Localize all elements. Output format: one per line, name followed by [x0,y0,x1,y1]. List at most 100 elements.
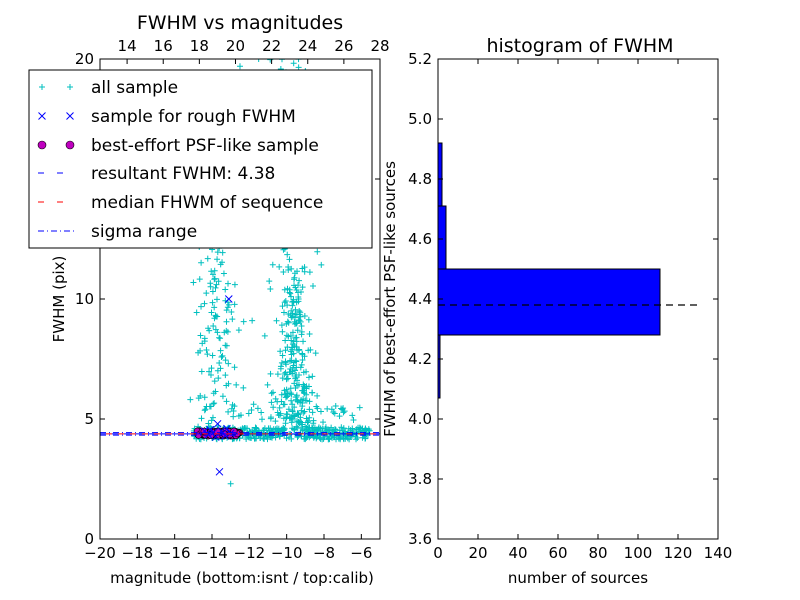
hist-y-tick-label: 4.6 [408,230,432,248]
all-sample-point [295,64,302,71]
all-sample-point [215,278,222,285]
all-sample-point [299,403,306,410]
all-sample-point [297,364,304,371]
all-sample-point [215,375,222,382]
all-sample-point [284,251,291,258]
left-title: FWHM vs magnitudes [137,12,343,34]
all-sample-point [205,325,212,332]
all-sample-point [306,414,313,421]
hist-x-tick-label: 40 [508,544,527,562]
all-sample-point [331,410,338,417]
all-sample-point [237,63,243,70]
all-sample-point [289,313,296,320]
all-sample-point [223,318,230,325]
legend-entry-label: best-effort PSF-like sample [91,136,319,156]
all-sample-point [230,413,237,420]
all-sample-point [264,381,271,388]
all-sample-point [287,366,294,373]
all-sample-point [297,399,304,406]
all-sample-point [288,337,295,344]
all-sample-point [285,310,292,317]
hist-x-tick-label: 0 [433,544,443,562]
all-sample-point [301,390,308,397]
all-sample-point [198,303,205,310]
hist-y-tick-label: 5.2 [408,50,432,68]
right-y-label: FWHM of best-effort PSF-like sources [381,161,399,437]
all-sample-point [302,423,309,430]
all-sample-point [224,328,231,335]
all-sample-point [288,397,295,404]
all-sample-point [282,297,289,304]
all-sample-point [225,380,232,387]
all-sample-point [284,302,291,309]
all-sample-point [196,276,203,283]
all-sample-point [252,435,259,442]
all-sample-point [294,327,301,334]
all-sample-point [254,405,261,412]
x-tick-label: −14 [196,544,228,562]
all-sample-point [284,375,291,382]
all-sample-point [231,281,238,288]
all-sample-point [297,313,304,320]
x-tick-label: −6 [350,544,372,562]
all-sample-point [248,406,255,413]
all-sample-point [289,329,296,336]
all-sample-point [230,408,237,415]
x-tick-label: −10 [271,544,303,562]
all-sample-point [309,409,316,416]
y-tick-label: 5 [84,410,94,428]
legend-entry-label: median FHWM of sequence [91,193,323,213]
all-sample-point [288,419,295,426]
all-sample-point [228,308,235,315]
left-x-label: magnitude (bottom:isnt / top:calib) [110,569,374,587]
hist-y-tick-label: 5.0 [408,110,432,128]
all-sample-point [282,337,289,344]
all-sample-point [268,399,275,406]
right-histogram-panel: 0 20 40 60 80 100 120 140 3.6 3.8 4.0 4.2 4.4 4.6 4.8 5… [381,35,732,587]
all-sample-point [235,327,242,334]
all-sample-point [204,255,211,262]
all-sample-point [267,370,274,377]
legend: all sample sample for rough FWHM best-effo… [28,69,373,249]
all-sample-point [277,348,284,355]
left-y-label: FWHM (pix) [50,256,68,343]
all-sample-point [214,256,221,263]
all-sample-point [289,425,296,432]
all-sample-point [281,371,288,378]
all-sample-point [259,416,266,423]
all-sample-point [280,268,287,275]
all-sample-point [281,425,288,432]
hist-y-tick-label: 4.8 [408,170,432,188]
all-sample-point [279,303,286,310]
all-sample-point [207,372,214,379]
all-sample-point [289,302,296,309]
all-sample-point [223,398,230,405]
all-sample-point [305,374,312,381]
all-sample-point [294,410,301,417]
all-sample-point [291,320,298,327]
all-sample-point [286,369,293,376]
all-sample-point [289,407,296,414]
all-sample-point [309,389,316,396]
all-sample-point [269,261,276,268]
top-x-tick-label: 20 [226,37,245,55]
all-sample-point [356,424,363,431]
all-sample-point [285,333,292,340]
rough-sample-point [215,467,224,476]
all-sample-point [298,407,305,414]
all-sample-point [289,401,296,408]
all-sample-point [201,394,208,401]
legend-marker-plus [67,84,73,90]
all-sample-point [306,406,313,413]
all-sample-point [328,424,335,431]
all-sample-point [303,368,310,375]
all-sample-point [303,434,310,441]
all-sample-point [298,331,305,338]
all-sample-point [270,389,277,396]
all-sample-point [267,414,274,421]
right-x-label: number of sources [508,569,648,587]
histogram-bar [437,205,447,270]
all-sample-point [362,435,369,442]
all-sample-point [278,398,285,405]
all-sample-point [233,381,240,388]
